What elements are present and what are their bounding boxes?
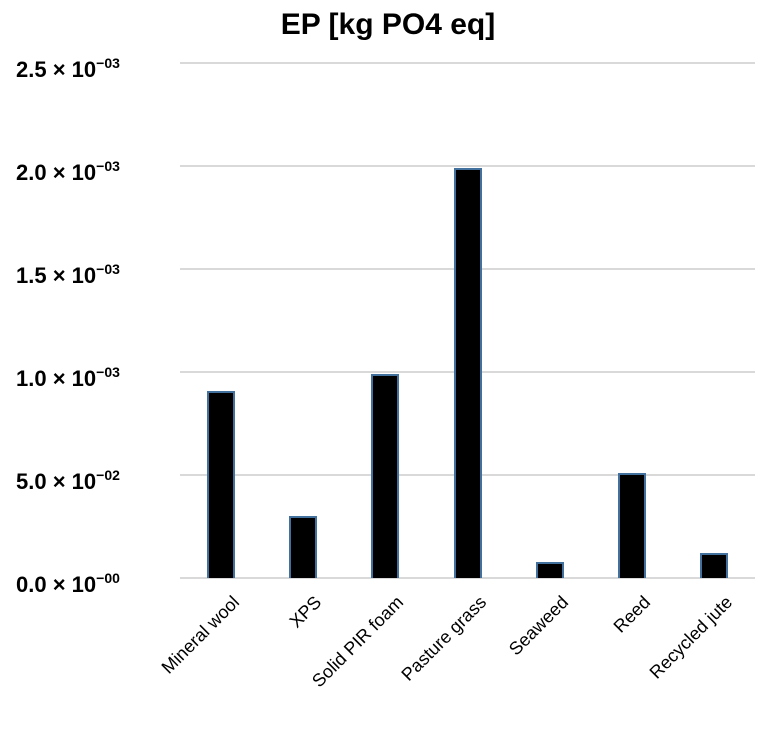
y-tick-exponent: −03 (96, 364, 120, 380)
y-tick-exponent: −03 (96, 55, 120, 71)
y-tick-label: 0.0 × 10−00 (16, 564, 120, 597)
chart-title: EP [kg PO4 eq] (280, 8, 496, 41)
y-tick-label: 2.0 × 10−03 (16, 152, 120, 185)
bar-solid-pir-foam (371, 374, 400, 578)
y-tick-exponent: −02 (96, 467, 120, 483)
y-tick-exponent: −00 (96, 570, 120, 586)
bar-mineral-wool (207, 390, 236, 578)
y-axis: 2.5 × 10−03 2.0 × 10−03 1.5 × 10−03 1.0 × 1… (0, 55, 170, 597)
y-tick-label: 5.0 × 10−02 (16, 461, 120, 494)
gridline (180, 62, 755, 64)
plot-area (180, 62, 755, 579)
y-tick-label: 1.5 × 10−03 (16, 255, 120, 288)
bar-reed (617, 472, 646, 578)
y-tick-label: 2.5 × 10−03 (16, 49, 120, 82)
y-tick-mantissa: 0.0 × 10 (16, 572, 97, 597)
bar-recycled-jute (699, 553, 728, 578)
y-tick-mantissa: 1.0 × 10 (16, 366, 97, 391)
y-tick-mantissa: 2.0 × 10 (16, 160, 97, 185)
x-axis-line (180, 577, 755, 579)
gridline (180, 165, 755, 167)
y-tick-exponent: −03 (96, 261, 120, 277)
y-tick-mantissa: 2.5 × 10 (16, 57, 97, 82)
bar-pasture-grass (453, 168, 482, 578)
bar-xps (289, 516, 318, 578)
y-tick-mantissa: 5.0 × 10 (16, 469, 97, 494)
bar-seaweed (535, 561, 564, 578)
x-axis: Mineral wool XPS Solid PIR foam Pasture gra… (158, 578, 755, 731)
y-tick-exponent: −03 (96, 158, 120, 174)
y-tick-label: 1.0 × 10−03 (16, 358, 120, 391)
y-tick-mantissa: 1.5 × 10 (16, 263, 97, 288)
